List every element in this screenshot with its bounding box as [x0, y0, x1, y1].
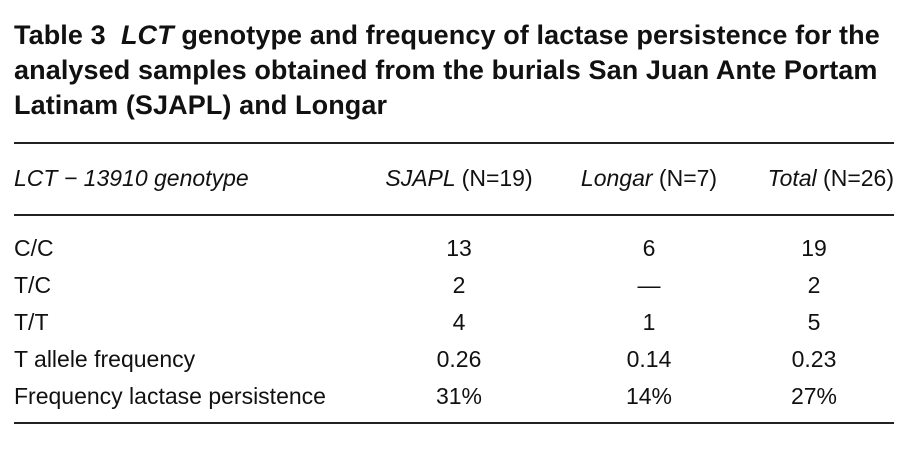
sjapl-cell: 2 [452, 272, 466, 298]
table-row: T/T 4 1 5 [14, 304, 894, 341]
sjapl-cell: 0.26 [436, 346, 482, 372]
genotype-cell: T allele frequency [14, 346, 196, 372]
sjapl-cell: 31% [435, 383, 483, 409]
header-longar: Longar (N=7) [580, 164, 718, 191]
table-row: Frequency lactase persistence 31% 14% 27… [14, 378, 894, 415]
table-row: T/C 2 — 2 [14, 267, 894, 304]
longar-cell: — [637, 272, 661, 298]
sjapl-cell: 4 [452, 309, 466, 335]
total-cell: 5 [807, 309, 821, 335]
table-top-rule [14, 142, 894, 144]
header-genotype: LCT − 13910 genotype [14, 164, 249, 191]
caption-text: genotype and frequency of lactase persis… [14, 20, 880, 120]
longar-cell: 14% [625, 383, 673, 409]
table-number: Table 3 [14, 20, 106, 50]
header-total: Total (N=26) [767, 164, 894, 191]
genotype-table: LCT − 13910 genotype SJAPL (N=19) Longar… [14, 142, 894, 415]
header-sjapl: SJAPL (N=19) [385, 164, 533, 191]
table-row: T allele frequency 0.26 0.14 0.23 [14, 341, 894, 378]
table-caption: Table 3 LCT genotype and frequency of la… [14, 18, 894, 123]
longar-cell: 1 [642, 309, 656, 335]
genotype-cell: T/C [14, 272, 52, 298]
genotype-cell: Frequency lactase persistence [14, 383, 326, 409]
total-cell: 2 [807, 272, 821, 298]
table-bottom-rule [14, 422, 894, 424]
total-cell: 27% [790, 383, 838, 409]
table-row: C/C 13 6 19 [14, 214, 894, 267]
genotype-cell: C/C [14, 235, 54, 261]
total-cell: 19 [801, 235, 827, 261]
sjapl-cell: 13 [446, 235, 472, 261]
longar-cell: 6 [642, 235, 656, 261]
total-cell: 0.23 [791, 346, 837, 372]
genotype-cell: T/T [14, 309, 49, 335]
table-header-rule [14, 214, 894, 216]
longar-cell: 0.14 [626, 346, 672, 372]
header-row: LCT − 13910 genotype SJAPL (N=19) Longar… [14, 142, 894, 214]
gene-name: LCT [120, 20, 174, 50]
